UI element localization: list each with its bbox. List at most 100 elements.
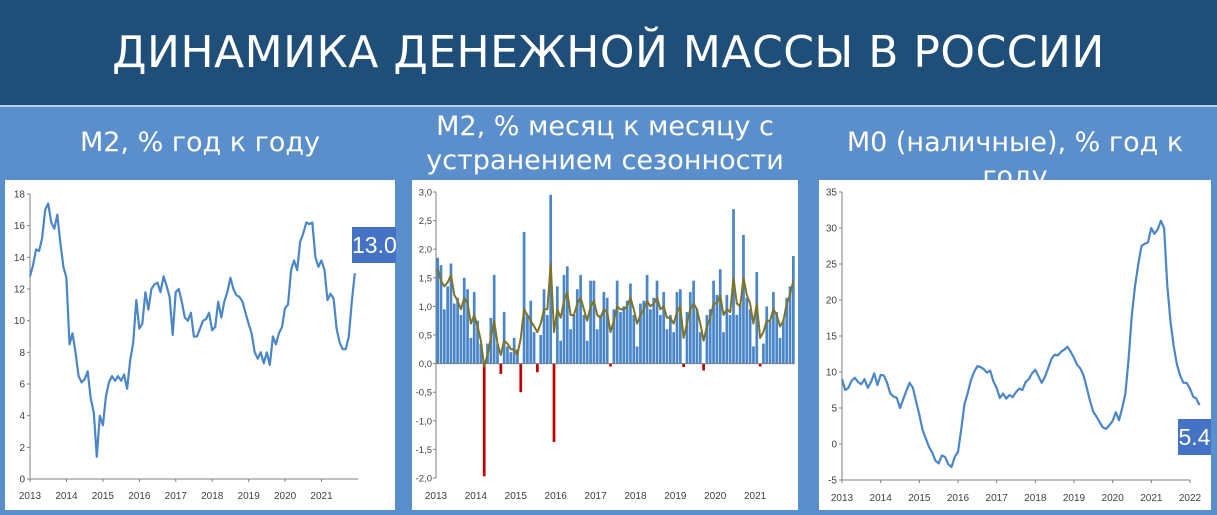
m2-mom-trend-line bbox=[436, 262, 795, 368]
bar-positive bbox=[778, 337, 782, 364]
m2-yoy-series-line bbox=[28, 202, 356, 458]
bar-negative bbox=[702, 363, 705, 371]
bar-negative bbox=[609, 363, 612, 367]
y-tick-label: 35 bbox=[826, 188, 838, 199]
bar-positive bbox=[476, 320, 479, 364]
y-tick-label: 1,5 bbox=[419, 273, 432, 284]
bar-negative bbox=[482, 363, 486, 477]
y-tick-label: 10 bbox=[826, 368, 838, 379]
y-tick-label: 1,0 bbox=[419, 302, 432, 313]
x-tick-label: 2014 bbox=[870, 493, 893, 504]
bar-positive bbox=[592, 280, 596, 364]
y-tick-label: 14 bbox=[14, 253, 26, 264]
x-tick-label: 2013 bbox=[831, 493, 854, 504]
bar-positive bbox=[436, 257, 440, 364]
bar-positive bbox=[462, 277, 466, 364]
y-tick-label: 10 bbox=[14, 316, 26, 327]
bar-positive bbox=[698, 332, 702, 364]
bar-positive bbox=[589, 280, 592, 364]
bar-positive bbox=[449, 263, 453, 364]
bar-positive bbox=[545, 314, 549, 364]
m0-yoy-last-value: 5.4 bbox=[1178, 419, 1211, 455]
bar-positive bbox=[619, 312, 622, 364]
bar-positive bbox=[668, 314, 672, 364]
bar-positive bbox=[665, 329, 669, 364]
bar-positive bbox=[572, 314, 576, 364]
x-tick-label: 2018 bbox=[201, 491, 224, 502]
bar-positive bbox=[516, 349, 519, 364]
panel-1-title: М2, % год к году bbox=[79, 127, 321, 158]
bar-positive bbox=[582, 314, 586, 364]
bar-positive bbox=[446, 286, 449, 364]
x-tick-label: 2021 bbox=[310, 491, 333, 502]
bar-positive bbox=[442, 309, 446, 364]
y-tick-label: 20 bbox=[826, 296, 838, 307]
y-tick-label: -2,0 bbox=[416, 474, 432, 485]
bar-positive bbox=[718, 269, 722, 364]
bar-positive bbox=[765, 306, 769, 364]
x-tick-label: 2020 bbox=[274, 491, 297, 502]
bar-positive bbox=[725, 294, 729, 364]
bar-positive bbox=[555, 286, 559, 364]
y-tick-label: 18 bbox=[14, 190, 26, 201]
bar-positive bbox=[649, 309, 652, 364]
bar-positive bbox=[642, 300, 646, 364]
y-tick-label: 6 bbox=[19, 380, 25, 391]
y-tick-label: 0 bbox=[831, 440, 837, 451]
panel-2-title-line1: М2, % месяц к месяцу с bbox=[436, 111, 774, 142]
bar-positive bbox=[782, 320, 785, 364]
bar-positive bbox=[439, 265, 443, 364]
x-tick-label: 2014 bbox=[55, 491, 78, 502]
panel-2-title: М2, % месяц к месяцу с устранением сезон… bbox=[395, 110, 815, 178]
y-tick-label: 0,0 bbox=[419, 359, 432, 370]
bar-positive bbox=[735, 314, 739, 364]
y-tick-label: 30 bbox=[826, 224, 838, 235]
y-tick-label: 2,5 bbox=[419, 216, 432, 227]
bar-positive bbox=[622, 306, 626, 364]
y-tick-label: 8 bbox=[19, 348, 25, 359]
x-tick-label: 2019 bbox=[1063, 493, 1086, 504]
bar-positive bbox=[506, 346, 509, 364]
bar-positive bbox=[785, 297, 789, 364]
bar-positive bbox=[456, 297, 459, 364]
bar-positive bbox=[705, 314, 709, 364]
bar-positive bbox=[775, 312, 779, 364]
bar-positive bbox=[522, 232, 526, 364]
bar-negative bbox=[519, 363, 523, 393]
bar-positive bbox=[575, 289, 579, 364]
bar-positive bbox=[745, 297, 749, 364]
bar-positive bbox=[772, 292, 775, 364]
x-tick-label: 2018 bbox=[624, 491, 647, 502]
m2-yoy-chart: 0 2 4 6 8 10 12 14 16 18 2013 2014 2015 2016 2017 2018 2… bbox=[5, 180, 395, 510]
y-tick-label: 2,0 bbox=[419, 245, 432, 256]
y-tick-label: -1,0 bbox=[416, 416, 432, 427]
bar-positive bbox=[502, 312, 506, 364]
bar-positive bbox=[738, 303, 742, 364]
x-tick-label: 2016 bbox=[947, 493, 970, 504]
bar-negative bbox=[758, 363, 762, 367]
bar-positive bbox=[678, 289, 682, 364]
bar-positive bbox=[585, 340, 589, 364]
bar-positive bbox=[472, 292, 476, 364]
bar-positive bbox=[728, 314, 732, 364]
bar-positive bbox=[712, 280, 715, 364]
x-tick-label: 2016 bbox=[128, 491, 151, 502]
header-bar: ДИНАМИКА ДЕНЕЖНОЙ МАССЫ В РОССИИ bbox=[0, 0, 1217, 105]
m2-mom-chart: -2,0 -1,5 -1,0 -0,5 0,0 0,5 1,0 1,5 2,0 2,5 3,0 201… bbox=[412, 180, 798, 510]
bar-positive bbox=[708, 309, 712, 364]
y-tick-label: 3,0 bbox=[419, 188, 432, 199]
y-tick-label: -1,5 bbox=[416, 445, 432, 456]
page-title: ДИНАМИКА ДЕНЕЖНОЙ МАССЫ В РОССИИ bbox=[112, 27, 1105, 78]
bar-positive bbox=[632, 314, 636, 364]
y-tick-label: 15 bbox=[826, 332, 838, 343]
bar-positive bbox=[635, 346, 639, 364]
bar-positive bbox=[788, 286, 792, 364]
x-tick-label: 2020 bbox=[1102, 493, 1125, 504]
x-tick-label: 2016 bbox=[545, 491, 568, 502]
bar-negative bbox=[536, 363, 539, 373]
bar-positive bbox=[768, 320, 772, 364]
m0-yoy-svg: -5 0 5 10 15 20 25 30 35 2013 2014 2015 2016 2017 2018… bbox=[826, 188, 1202, 505]
x-tick-label: 2013 bbox=[19, 491, 42, 502]
header-divider bbox=[0, 105, 1217, 107]
bar-positive bbox=[562, 274, 566, 364]
